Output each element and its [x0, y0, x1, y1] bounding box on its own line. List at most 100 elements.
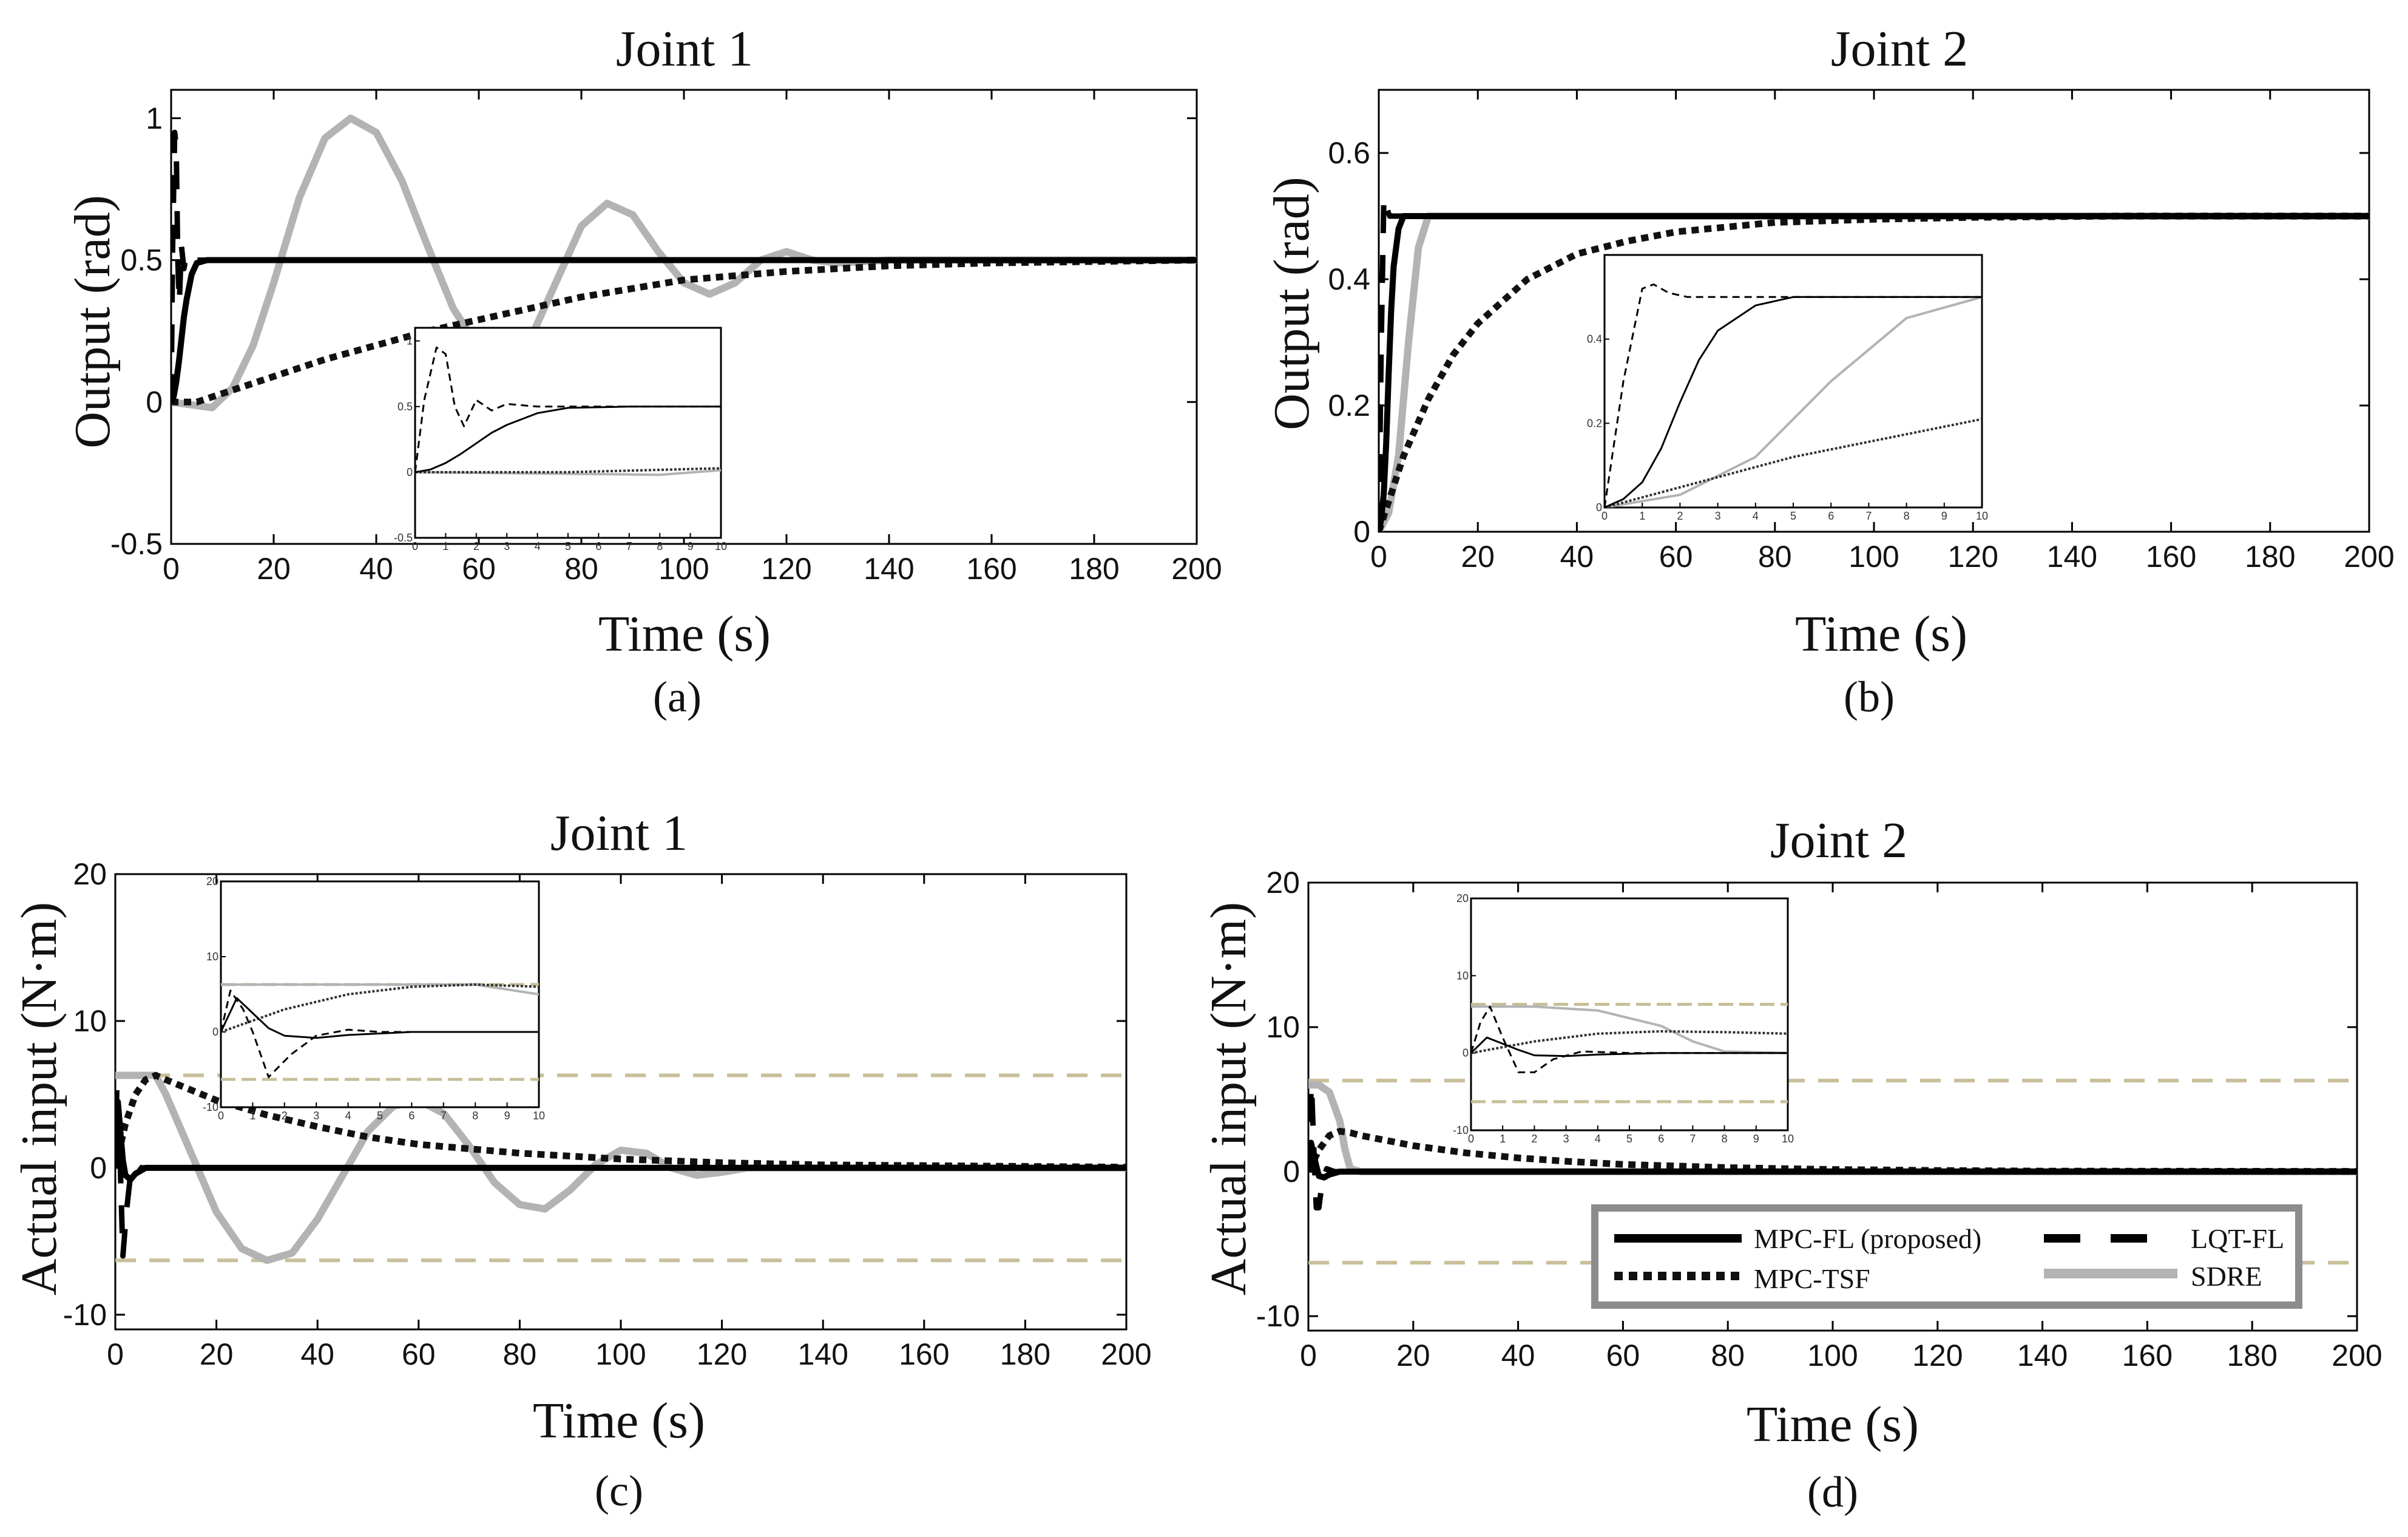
- panel-d-xtick-label: 160: [2122, 1339, 2173, 1372]
- panel-b-ytick-label: 0.2: [1328, 388, 1370, 422]
- panel-a-inset-xtick-label: 5: [565, 540, 571, 552]
- panel-d-inset-frame: [1470, 897, 1789, 1132]
- panel-d-ytick-label: 0: [1283, 1155, 1300, 1189]
- panel-d-inset-xtick-label: 7: [1689, 1133, 1696, 1145]
- panel-c-inset-xtick-label: 10: [533, 1110, 545, 1122]
- panel-b-inset-series-mpc-tsf: [1605, 418, 1982, 507]
- panel-d-inset-ytick-label: 20: [1456, 892, 1469, 904]
- panel-a-inset-series-mpc-tsf: [415, 467, 721, 473]
- panel-d-inset-xtick-label: 0: [1468, 1133, 1474, 1145]
- panel-a-inset-xtick-label: 8: [657, 540, 663, 552]
- panel-c-series-mpc-fl: [115, 1099, 1126, 1183]
- panel-c-xlabel: Time (s): [533, 1393, 705, 1449]
- panel-a-inset-ytick-label: -0.5: [394, 532, 413, 544]
- panel-c-inset-xtick-label: 3: [313, 1110, 319, 1122]
- panel-b-inset-ytick-label: 0.4: [1587, 333, 1602, 345]
- legend-label-mpc-fl: MPC-FL (proposed): [1754, 1223, 1981, 1254]
- panel-c-inset-xtick-label: 5: [377, 1110, 383, 1122]
- panel-d-xtick-label: 80: [1711, 1339, 1745, 1372]
- panel-d-series-lqt-fl: [1308, 1082, 2357, 1211]
- panel-a-inset-xtick-label: 9: [688, 540, 694, 552]
- panel-a-xtick-label: 180: [1069, 552, 1119, 586]
- panel-a-series-lqt-fl: [171, 129, 1197, 402]
- panel-d-inset-series-mpc-tsf: [1471, 1030, 1788, 1054]
- panel-b-inset-series-lqt-fl: [1605, 283, 1982, 507]
- panel-c-inset-xtick-label: 1: [249, 1110, 255, 1122]
- panel-c-inset-ytick-label: 20: [206, 875, 218, 887]
- panel-d-xtick-label: 0: [1300, 1339, 1317, 1372]
- panel-b-xtick-label: 100: [1848, 540, 1899, 574]
- panel-d-title: Joint 2: [1770, 812, 1907, 869]
- panel-c-xtick-label: 120: [697, 1337, 747, 1371]
- panel-b-inset-xtick-label: 9: [1941, 510, 1947, 522]
- panel-a-inset-xtick-label: 10: [715, 540, 727, 552]
- panel-c-xtick-label: 100: [595, 1337, 646, 1371]
- panel-d-inset-ytick-label: -10: [1453, 1124, 1469, 1136]
- panel-c-caption: (c): [595, 1467, 643, 1515]
- panel-d-inset-series-sdre: [1471, 1005, 1788, 1054]
- panel-b-xtick-label: 120: [1947, 540, 1998, 574]
- panel-a-inset-xtick-label: 6: [595, 540, 601, 552]
- panel-a-inset-series-lqt-fl: [415, 346, 721, 473]
- panel-b-xlabel: Time (s): [1795, 606, 1967, 662]
- panel-d-xtick-label: 40: [1501, 1339, 1535, 1372]
- panel-c-xtick-label: 200: [1101, 1337, 1151, 1371]
- panel-a-xtick-label: 0: [163, 552, 180, 586]
- panel-c-xtick-label: 180: [1000, 1337, 1050, 1371]
- panel-a-caption: (a): [653, 673, 702, 721]
- panel-a-inset-series-mpc-fl: [415, 405, 721, 473]
- panel-d-inset-xtick-label: 10: [1782, 1133, 1794, 1145]
- panel-d-xtick-label: 120: [1912, 1339, 1963, 1372]
- panel-b-ytick-label: 0.6: [1328, 136, 1370, 170]
- panel-a-ytick-label: 0: [146, 385, 163, 419]
- panel-c-title: Joint 1: [550, 805, 688, 861]
- legend-label-mpc-tsf: MPC-TSF: [1754, 1263, 1870, 1294]
- panel-b-ytick-label: 0.4: [1328, 262, 1370, 296]
- panel-d-inset-xtick-label: 2: [1531, 1133, 1537, 1145]
- panel-a-title: Joint 1: [616, 21, 753, 77]
- panel-a-inset-xtick-label: 0: [412, 540, 418, 552]
- panel-c-xtick-label: 140: [797, 1337, 848, 1371]
- panel-c-ytick-label: 0: [90, 1151, 107, 1185]
- panel-b-inset-xtick-label: 7: [1865, 510, 1872, 522]
- panel-d-ytick-label: 10: [1266, 1010, 1300, 1044]
- panel-d-inset-ytick-label: 10: [1456, 969, 1469, 982]
- panel-d-ytick-label: -10: [1256, 1299, 1300, 1333]
- panel-d-caption: (d): [1807, 1468, 1858, 1516]
- panel-a-inset-xtick-label: 2: [473, 540, 479, 552]
- panel-a-inset-xtick-label: 1: [442, 540, 448, 552]
- panel-b-xtick-label: 80: [1758, 540, 1792, 574]
- panel-c-inset-xtick-label: 0: [218, 1110, 224, 1122]
- panel-c-xtick-label: 160: [899, 1337, 949, 1371]
- panel-b-inset-xtick-label: 2: [1677, 510, 1683, 522]
- panel-a-xtick-label: 60: [462, 552, 496, 586]
- panel-d-inset-ytick-label: 0: [1463, 1047, 1469, 1059]
- panel-a-inset-ytick-label: 0: [407, 466, 413, 478]
- panel-c-xtick-label: 80: [503, 1337, 537, 1371]
- panel-b-inset-series-sdre: [1605, 296, 1982, 507]
- panel-a-inset-frame: [414, 327, 722, 539]
- panel-a-ytick-label: 1: [146, 101, 163, 135]
- panel-a-xtick-label: 20: [257, 552, 291, 586]
- panel-d-inset-series-mpc-fl: [1471, 1036, 1788, 1057]
- panel-c-inset-series-mpc-fl: [221, 997, 539, 1039]
- panel-a-ytick-label: 0.5: [120, 243, 163, 277]
- panel-a-series-mpc-tsf: [171, 257, 1197, 405]
- panel-c-ylabel: Actual input (N·m): [11, 902, 67, 1296]
- panel-c-xtick-label: 20: [200, 1337, 234, 1371]
- panel-c-xtick-label: 60: [402, 1337, 436, 1371]
- panel-b-xtick-label: 160: [2146, 540, 2196, 574]
- panel-c-ytick-label: 20: [73, 857, 107, 891]
- panel-c-xtick-label: 40: [300, 1337, 334, 1371]
- panel-b-inset-frame: [1603, 254, 1983, 509]
- panel-b: Joint 2 Output (rad) Time (s) (b): [1263, 21, 1968, 721]
- panel-a-xtick-label: 100: [658, 552, 709, 586]
- panel-d: Joint 2 Actual input (N·m) Time (s) (d): [1200, 812, 1919, 1516]
- panel-a-inset-xtick-label: 7: [626, 540, 632, 552]
- panel-a-xtick-label: 200: [1171, 552, 1222, 586]
- panel-b-inset-ytick-label: 0: [1596, 501, 1602, 514]
- panel-a-ylabel: Output (rad): [64, 195, 121, 449]
- panel-c-inset-frame: [220, 880, 540, 1108]
- panel-a-xtick-label: 140: [864, 552, 914, 586]
